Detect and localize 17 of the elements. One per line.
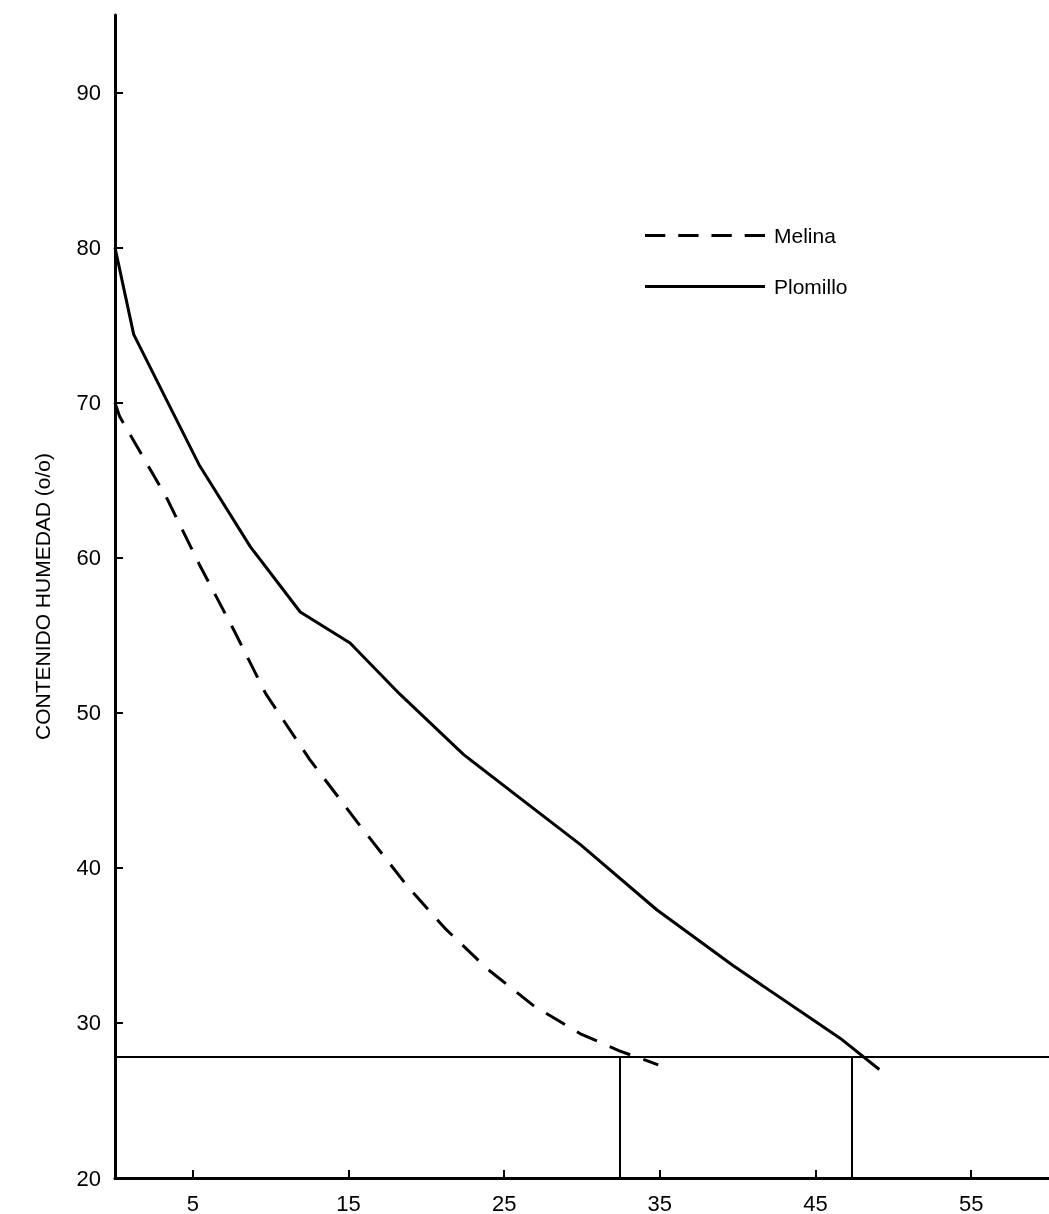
y-tick-label: 20 — [76, 1165, 101, 1191]
y-tick-label: 70 — [76, 390, 101, 416]
y-tick-label: 60 — [76, 545, 101, 571]
y-tick-label: 30 — [76, 1010, 101, 1036]
x-tick-label: 15 — [336, 1190, 361, 1214]
y-tick-label: 50 — [76, 700, 101, 726]
x-tick-label: 25 — [491, 1190, 517, 1214]
x-tick-label: 45 — [803, 1190, 828, 1214]
x-tick-label: 55 — [958, 1190, 984, 1214]
x-tick-label: 35 — [647, 1190, 673, 1214]
y-tick-label: 90 — [76, 80, 101, 106]
legend-label: Plomillo — [774, 275, 848, 298]
legend-label: Melina — [774, 224, 837, 247]
y-tick-label: 80 — [76, 235, 101, 261]
y-axis-title: CONTENIDO HUMEDAD (o/o) — [31, 452, 54, 741]
x-tick-label: 5 — [186, 1190, 199, 1214]
y-tick-label: 40 — [76, 855, 101, 881]
